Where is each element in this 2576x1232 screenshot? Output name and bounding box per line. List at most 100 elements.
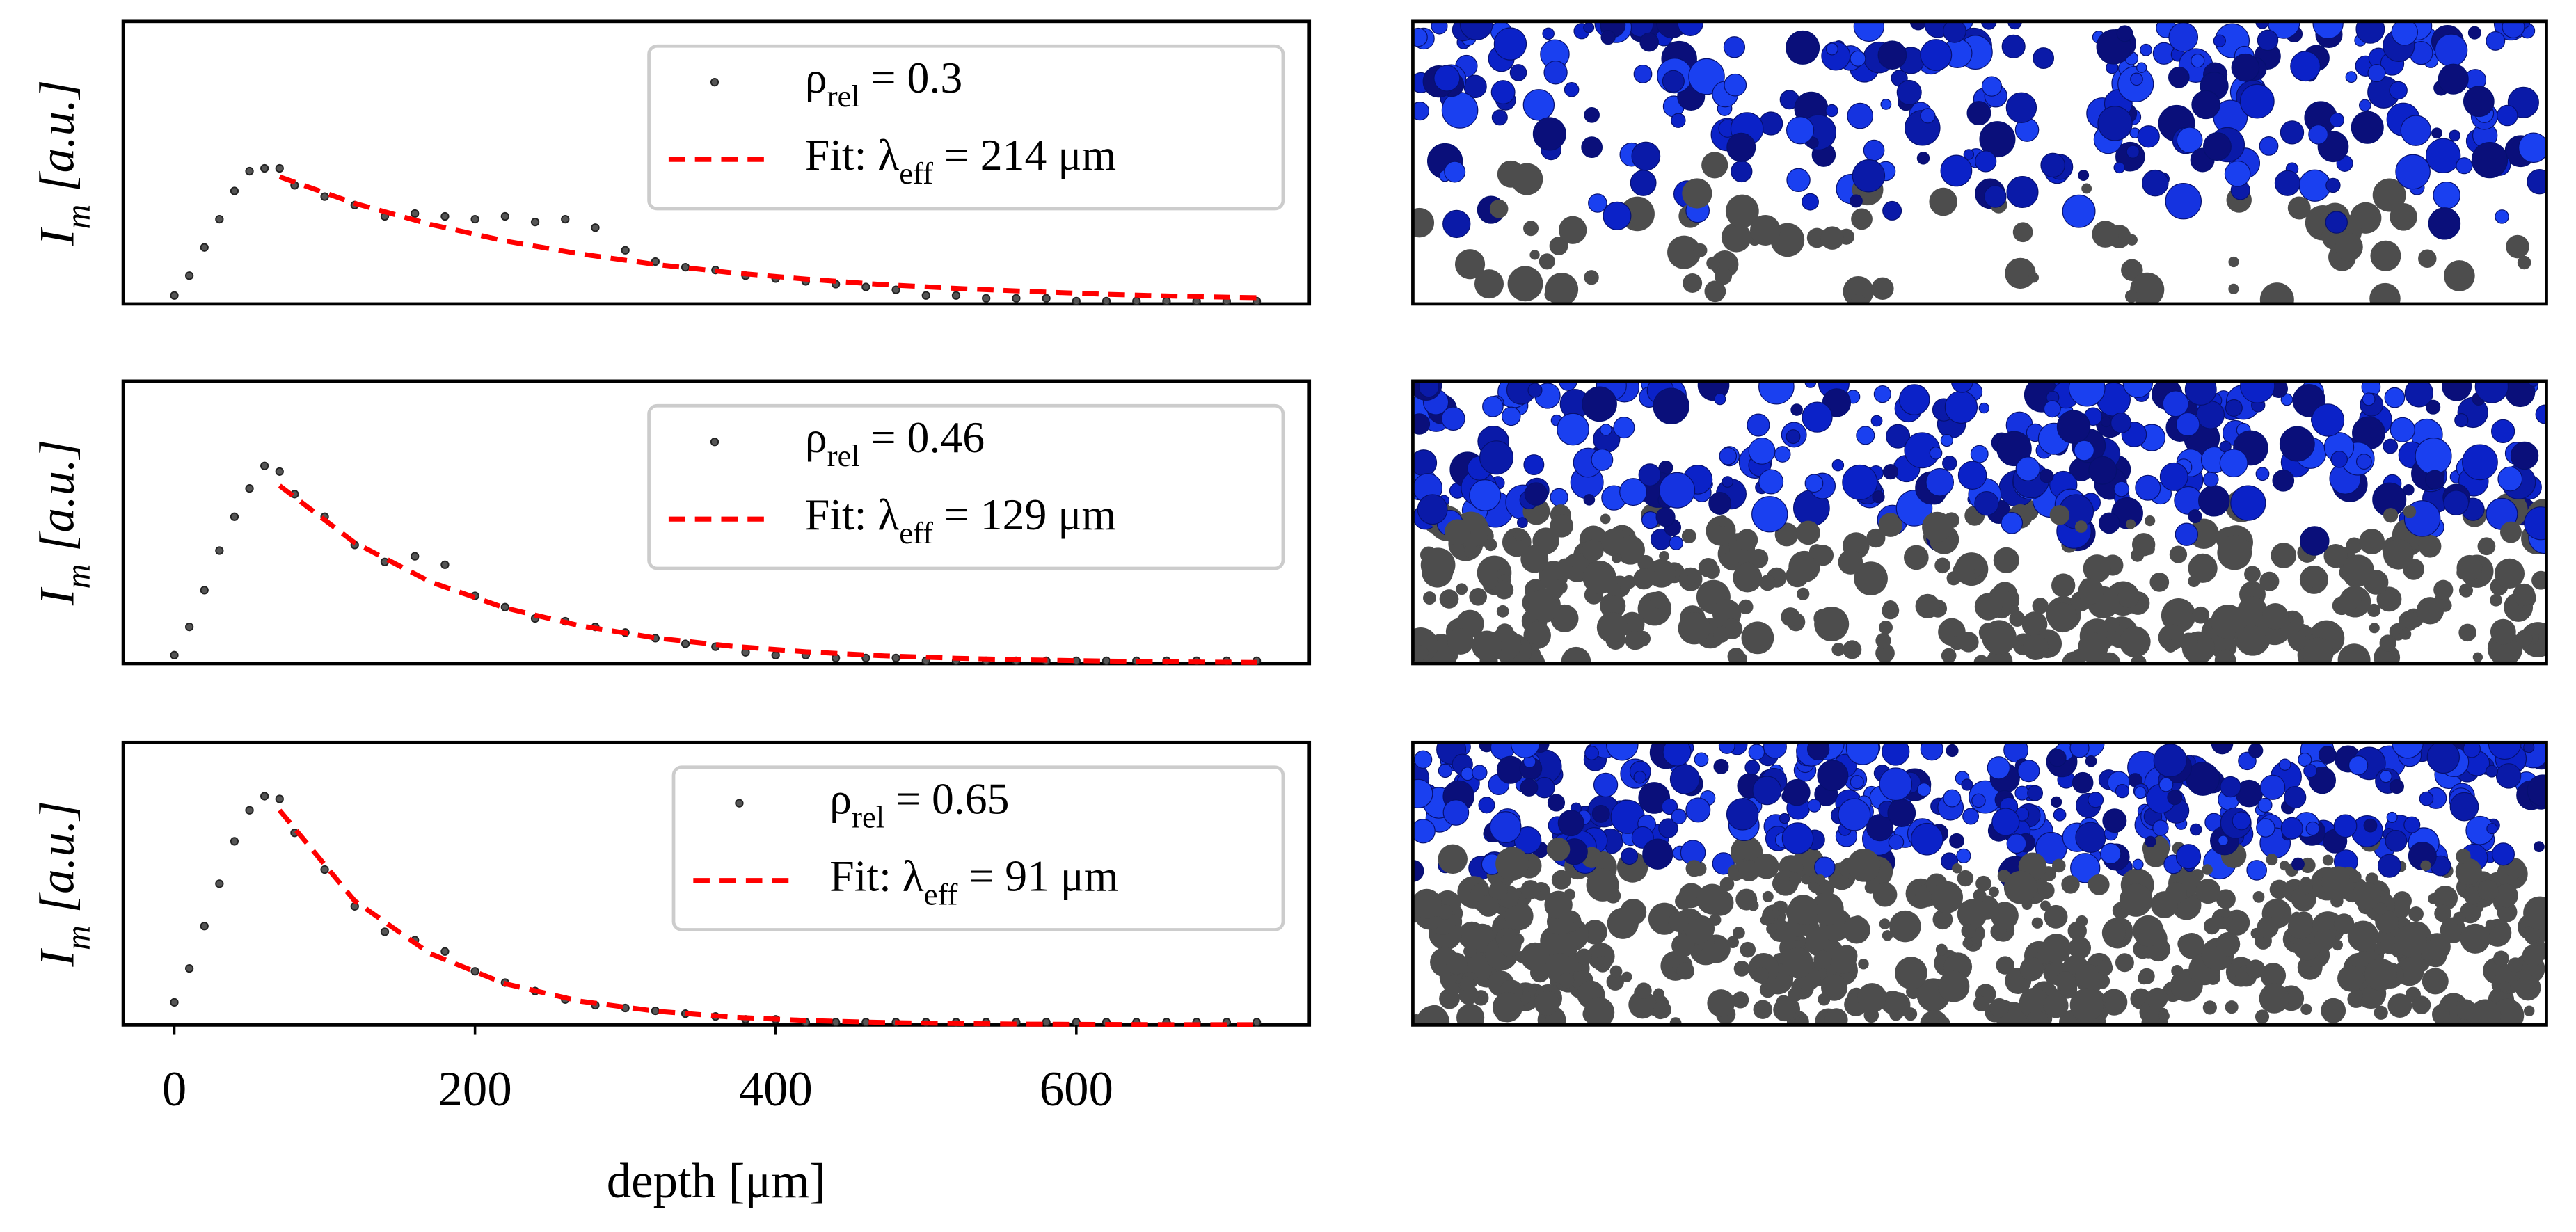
particle [1490, 80, 1516, 104]
particle [1760, 915, 1770, 925]
particle [2332, 939, 2343, 951]
particle [2015, 456, 2041, 481]
particle [1582, 920, 1607, 945]
particle [1413, 888, 1442, 919]
particle [1719, 447, 1738, 465]
particle [2472, 652, 2483, 662]
particle [2527, 169, 2547, 195]
particle [2047, 602, 2078, 633]
particle [2102, 808, 2127, 833]
legend-marker [710, 438, 719, 447]
particle [2383, 539, 2414, 570]
particle [2506, 234, 2529, 259]
particle [1559, 973, 1575, 989]
particle [1804, 474, 1824, 493]
particle [1413, 27, 1428, 47]
particle [1989, 886, 1999, 897]
particle [1718, 742, 1735, 754]
particle [1929, 187, 1957, 216]
particle [2115, 783, 2130, 799]
data-point [861, 1018, 870, 1027]
particle [1635, 982, 1652, 999]
particle [2486, 823, 2498, 835]
particle [1669, 536, 1684, 550]
plot-frame [121, 740, 1312, 1027]
particle [2044, 904, 2068, 929]
particle [1683, 273, 1703, 293]
particle [1981, 76, 2003, 97]
particle [2375, 910, 2399, 934]
particle [2138, 972, 2151, 985]
particle [1961, 923, 1976, 938]
particle [2533, 841, 2545, 853]
particle [2027, 785, 2044, 801]
particle [2322, 854, 2334, 866]
data-point [260, 461, 269, 470]
particle [1662, 742, 1692, 767]
particle [1996, 431, 2032, 467]
data-point [184, 623, 194, 632]
particle [2432, 1005, 2450, 1023]
particle [1781, 607, 1800, 627]
particle [2387, 993, 2412, 1018]
particle [1744, 760, 1760, 776]
data-point [651, 1006, 660, 1016]
particle [1781, 822, 1814, 854]
particle [2162, 390, 2189, 417]
particle [2099, 512, 2120, 534]
particle [2259, 983, 2289, 1014]
particle [2347, 920, 2379, 952]
particle [1973, 888, 1987, 902]
particle [2349, 989, 2363, 1002]
particle [2032, 598, 2049, 614]
y-axis-label: Im [a.u.] [31, 440, 97, 606]
plot-frame [121, 379, 1312, 666]
particle [2244, 566, 2261, 583]
particle [1724, 73, 1747, 97]
particle [1979, 121, 2016, 158]
particle [2467, 26, 2481, 40]
particle [1550, 514, 1574, 538]
particle [2231, 53, 2260, 82]
particle [1698, 557, 1718, 578]
particle [1843, 915, 1870, 944]
data-point [921, 291, 930, 300]
particle [1532, 117, 1566, 151]
particle [2367, 64, 2386, 83]
particle [1474, 269, 1504, 299]
particle [1713, 758, 1729, 774]
particle [2342, 554, 2375, 586]
data-point [470, 967, 479, 976]
particle [2323, 543, 2348, 568]
particle [1659, 472, 1696, 509]
particle [1413, 819, 1436, 844]
particle [2099, 652, 2121, 664]
particle [1842, 464, 1878, 500]
particle [2110, 412, 2132, 434]
particle [1606, 973, 1624, 991]
particle [1963, 149, 1975, 160]
particle [1413, 645, 1429, 661]
particle [2321, 866, 2355, 900]
particle [1498, 933, 1522, 957]
particle [2266, 854, 2278, 866]
particle [1600, 513, 1611, 525]
particle [2305, 821, 2320, 836]
particle [1513, 531, 1524, 541]
particle [1596, 611, 1628, 643]
particle [1495, 580, 1514, 600]
legend-frame [671, 765, 1285, 931]
particle [2043, 993, 2069, 1018]
particle [2224, 160, 2251, 187]
particle [1879, 767, 1913, 801]
particle [2403, 816, 2421, 833]
legend-frame [647, 403, 1285, 570]
particle [1898, 384, 1930, 415]
particle [2298, 879, 2314, 895]
particle [1653, 1000, 1671, 1019]
data-point [320, 192, 329, 201]
particle [2220, 907, 2231, 918]
particle [2433, 181, 2460, 209]
particle [1441, 92, 1479, 129]
particle [1600, 593, 1626, 619]
